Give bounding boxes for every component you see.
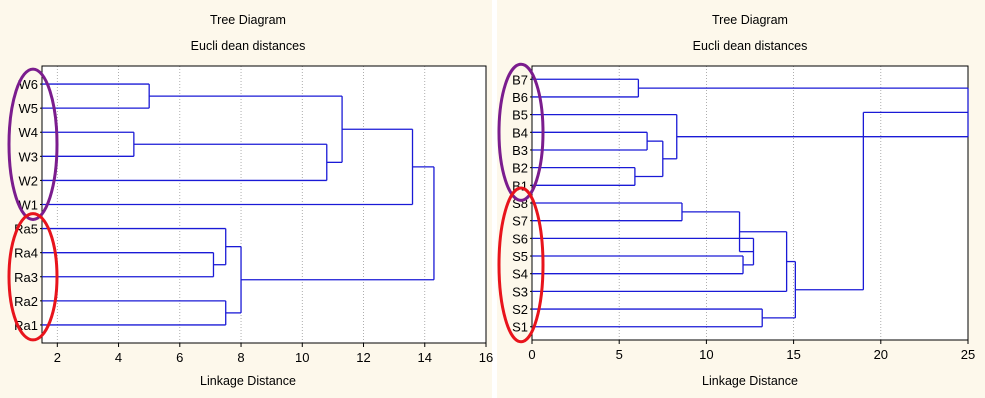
x-tick-label: 10 — [699, 347, 713, 362]
leaf-label: S6 — [512, 231, 528, 246]
x-tick-label: 4 — [115, 350, 122, 365]
chart-title: Tree Diagram — [210, 13, 286, 27]
cluster-group-ellipse — [7, 212, 59, 342]
x-tick-label: 10 — [295, 350, 309, 365]
right-dendrogram-panel: Tree Diagram Eucli dean distances 0 5 10 15 20… — [497, 0, 985, 398]
cluster-group-ellipse — [497, 62, 545, 202]
leaf-label: W2 — [19, 173, 39, 188]
leaf-label: S5 — [512, 249, 528, 264]
x-tick-label: 25 — [961, 347, 975, 362]
x-tick-label: 20 — [874, 347, 888, 362]
leaf-label: B4 — [512, 125, 528, 140]
leaf-label: S2 — [512, 302, 528, 317]
right-dendrogram-chart: Tree Diagram Eucli dean distances 0 5 10 15 20… — [497, 13, 975, 388]
leaf-label: S4 — [512, 267, 528, 282]
x-tick-label: 16 — [479, 350, 493, 365]
x-axis-label: Linkage Distance — [200, 374, 296, 388]
leaf-label: Ra2 — [14, 294, 38, 309]
leaf-label: B2 — [512, 161, 528, 176]
x-tick-label: 5 — [616, 347, 623, 362]
x-tick-label: 2 — [54, 350, 61, 365]
x-axis-label: Linkage Distance — [702, 374, 798, 388]
x-tick-label: 8 — [237, 350, 244, 365]
x-tick-label: 0 — [528, 347, 535, 362]
leaf-label: W6 — [19, 77, 39, 92]
leaf-label: W3 — [19, 149, 39, 164]
leaf-label: S3 — [512, 284, 528, 299]
x-tick-label: 12 — [356, 350, 370, 365]
leaf-label: B6 — [512, 90, 528, 105]
chart-title: Tree Diagram — [712, 13, 788, 27]
leaf-label: B3 — [512, 143, 528, 158]
left-dendrogram-chart: Tree Diagram Eucli dean distances 2 4 6 8 10 12… — [7, 13, 493, 388]
leaf-label: Ra3 — [14, 270, 38, 285]
chart-subtitle: Eucli dean distances — [693, 39, 808, 53]
cluster-group-ellipse — [7, 67, 59, 221]
leaf-label: W5 — [19, 101, 39, 116]
cluster-group-ellipse — [497, 186, 545, 344]
leaf-label: S7 — [512, 214, 528, 229]
x-tick-label: 14 — [418, 350, 432, 365]
leaf-label: B7 — [512, 72, 528, 87]
chart-subtitle: Eucli dean distances — [191, 39, 306, 53]
leaf-label: B5 — [512, 108, 528, 123]
x-tick-label: 6 — [176, 350, 183, 365]
left-dendrogram-panel: Tree Diagram Eucli dean distances 2 4 6 8 10 12… — [0, 0, 493, 398]
leaf-label: W1 — [19, 198, 39, 213]
leaf-label: Ra4 — [14, 246, 38, 261]
x-tick-label: 15 — [786, 347, 800, 362]
leaf-label: W4 — [19, 125, 39, 140]
leaf-label: S1 — [512, 320, 528, 335]
